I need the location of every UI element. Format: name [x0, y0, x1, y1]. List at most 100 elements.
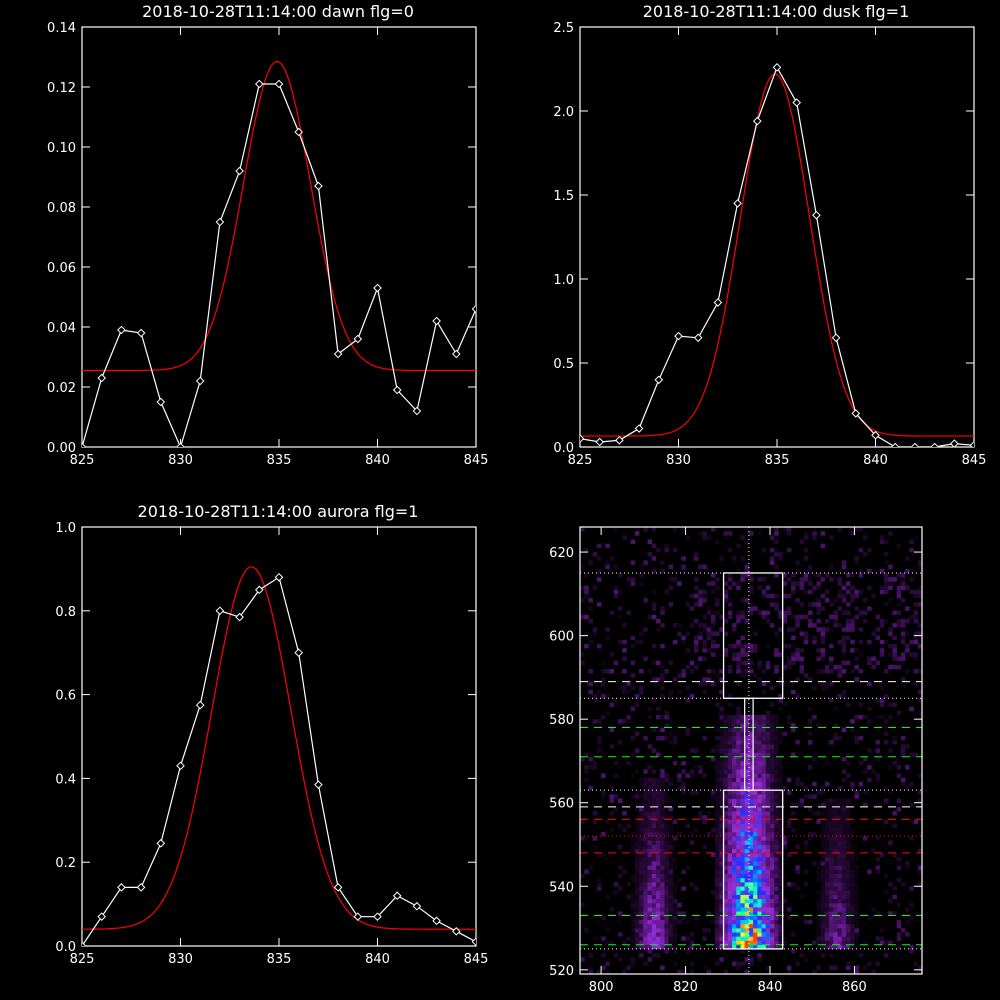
heatmap-cell [774, 823, 779, 829]
heatmap-cell [833, 919, 838, 925]
heatmap-cell [765, 794, 771, 799]
heatmap-cell [820, 840, 826, 845]
heatmap-cell [761, 802, 767, 808]
heatmap-cell [879, 685, 885, 691]
heatmap-cell [820, 944, 826, 950]
heatmap-cell [778, 911, 783, 916]
chart-dawn-data-point [176, 442, 185, 447]
heatmap-cell [736, 831, 741, 837]
heatmap-cell [841, 819, 847, 824]
heatmap-cell [875, 777, 881, 783]
chart-dusk-data-point [930, 442, 939, 447]
heatmap-cell [748, 848, 754, 854]
heatmap-cell [824, 664, 830, 670]
heatmap-cell [660, 727, 665, 732]
heatmap-cell [753, 831, 758, 837]
heatmap-cell [765, 618, 771, 624]
heatmap-cell [854, 648, 859, 653]
heatmap-cell [609, 669, 615, 674]
heatmap-cell [647, 811, 653, 816]
heatmap-cell [829, 873, 834, 879]
heatmap-cell [656, 923, 661, 929]
heatmap-cell [753, 815, 758, 820]
heatmap-cell [601, 790, 606, 795]
heatmap-cell [710, 614, 716, 620]
heatmap-cell [634, 915, 640, 920]
heatmap-cell [694, 790, 699, 795]
heatmap-cell [837, 798, 843, 804]
heatmap-cell [820, 802, 826, 808]
heatmap-cell [744, 752, 750, 758]
heatmap-cell [702, 598, 707, 603]
heatmap-cell [727, 882, 733, 887]
heatmap-cell [786, 627, 792, 632]
heatmap-cell [900, 928, 906, 933]
chart-dusk-data-point [634, 424, 644, 433]
heatmap-cell [723, 756, 729, 762]
heatmap-cell [719, 844, 724, 849]
heatmap-cell [639, 936, 644, 941]
heatmap-cell [736, 940, 741, 946]
heatmap-cell [820, 902, 826, 908]
heatmap-cell [833, 944, 838, 950]
heatmap-cell [719, 744, 724, 749]
heatmap-cell [740, 932, 745, 937]
heatmap-cell [727, 831, 733, 837]
heatmap-cell [837, 802, 843, 808]
heatmap-cell [824, 886, 830, 891]
heatmap-cell [791, 802, 796, 808]
heatmap-cell [808, 577, 813, 582]
heatmap-cell [846, 836, 851, 841]
heatmap-cell [622, 623, 627, 628]
heatmap-cell [786, 606, 792, 611]
heatmap-cell [837, 568, 843, 574]
chart-dusk-data-point [674, 331, 683, 341]
heatmap-cell [786, 610, 792, 616]
heatmap-cell [647, 823, 653, 829]
heatmap-cell [740, 869, 745, 875]
heatmap-cell [715, 823, 720, 829]
heatmap-cell [605, 560, 610, 565]
heatmap-cell [841, 823, 847, 829]
heatmap-cell [647, 706, 653, 712]
heatmap-cell [723, 777, 729, 783]
heatmap-cell [630, 752, 636, 758]
heatmap-cell [706, 635, 712, 641]
heatmap-cell [698, 531, 703, 536]
heatmap-cell [808, 618, 813, 624]
heatmap-cell [740, 572, 745, 578]
heatmap-cell [820, 652, 826, 657]
heatmap-cell [740, 919, 745, 925]
heatmap-cell [761, 865, 767, 870]
heatmap-cell [829, 827, 834, 833]
heatmap-cell [757, 823, 762, 829]
heatmap-cell [588, 618, 593, 624]
heatmap-cell [778, 831, 783, 837]
heatmap-cell [791, 572, 796, 578]
heatmap-cell [672, 527, 678, 532]
heatmap-cell [846, 581, 851, 586]
heatmap-cell [672, 857, 678, 862]
heatmap-cell [782, 898, 788, 904]
heatmap-cell [668, 869, 674, 875]
heatmap-cell [715, 610, 720, 616]
heatmap-cell [770, 760, 775, 766]
heatmap-cell [774, 765, 779, 770]
heatmap-cell [757, 660, 762, 666]
heatmap-cell [664, 902, 669, 908]
heatmap-cell [647, 873, 653, 879]
heatmap-cell [639, 873, 644, 879]
heatmap-cell [875, 961, 881, 966]
heatmap-cell [765, 852, 771, 858]
heatmap-cell [647, 932, 653, 937]
heatmap-cell [744, 744, 750, 749]
heatmap-cell [744, 723, 750, 728]
heatmap-cell [808, 794, 813, 799]
heatmap-cell [770, 714, 775, 720]
heatmap-cell [786, 777, 792, 783]
heatmap-cell [647, 806, 653, 812]
heatmap-cell [757, 848, 762, 854]
heatmap-cell [829, 848, 834, 854]
heatmap-cell [748, 585, 754, 590]
heatmap-cell [727, 547, 733, 553]
